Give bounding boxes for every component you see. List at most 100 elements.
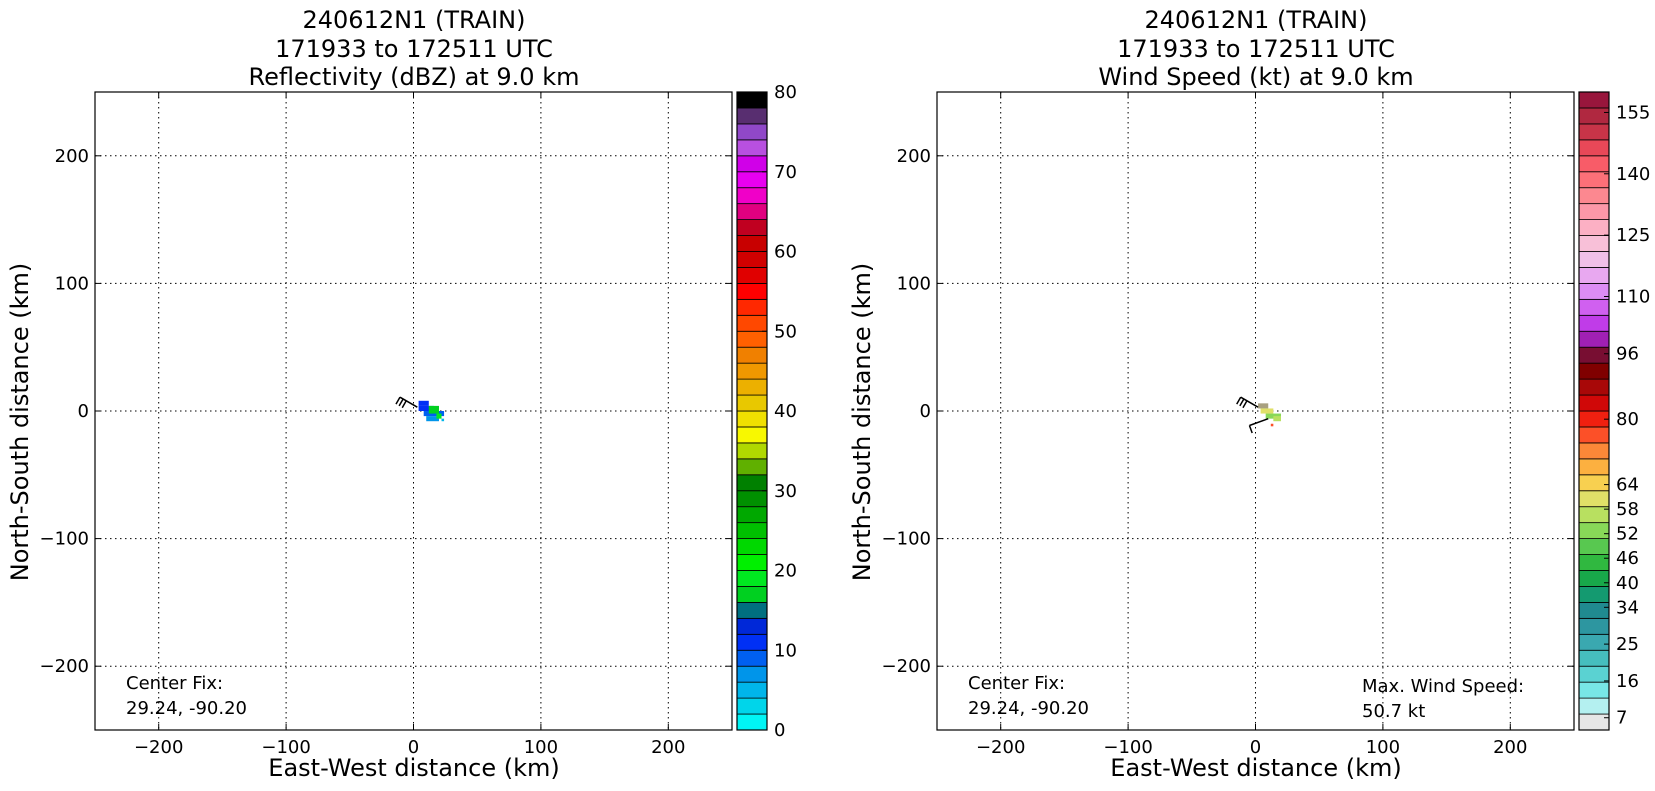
max-wind-speed-label: Max. Wind Speed: bbox=[1362, 676, 1524, 697]
colorbar-segment bbox=[736, 697, 768, 715]
colorbar-tick-label: 0 bbox=[774, 720, 785, 741]
colorbar-segment bbox=[1578, 713, 1610, 731]
colorbar-segment bbox=[736, 490, 768, 508]
y-tick-label: −100 bbox=[40, 529, 89, 550]
colorbar-segment bbox=[1578, 442, 1610, 460]
colorbar-segment bbox=[1578, 219, 1610, 236]
colorbar-segment bbox=[1578, 267, 1610, 284]
colorbar-segment bbox=[736, 139, 768, 157]
colorbar-tick-label: 58 bbox=[1616, 499, 1639, 520]
colorbar-tick-label: 96 bbox=[1616, 344, 1639, 365]
colorbar-segment bbox=[1578, 474, 1610, 492]
colorbar-segment bbox=[736, 570, 768, 587]
colorbar-segment bbox=[736, 633, 768, 651]
colorbar-segment bbox=[1578, 346, 1610, 364]
y-tick-label: 200 bbox=[897, 146, 931, 167]
colorbar-tick-label: 16 bbox=[1616, 671, 1639, 692]
colorbar-segment bbox=[1578, 538, 1610, 555]
colorbar-segment bbox=[736, 554, 768, 571]
x-tick-label: 200 bbox=[1493, 737, 1527, 758]
panel-title-line-3: Wind Speed (kt) at 9.0 km bbox=[1098, 63, 1413, 91]
colorbar-segment bbox=[1578, 330, 1610, 348]
colorbar-segment bbox=[1578, 187, 1610, 205]
colorbar-segment bbox=[1578, 490, 1610, 508]
colorbar-segment bbox=[736, 602, 768, 619]
colorbar-segment bbox=[1578, 458, 1610, 476]
colorbar-tick-label: 80 bbox=[774, 82, 797, 103]
plot-area: −200 −100 0 100 200 −200 −100 0 100 200 bbox=[882, 91, 1575, 758]
colorbar-segment bbox=[736, 713, 768, 731]
wind-barb bbox=[1236, 396, 1259, 409]
colorbar-segment bbox=[736, 649, 768, 667]
data-cell bbox=[1258, 403, 1269, 409]
colorbar-segment bbox=[1578, 586, 1610, 603]
colorbar-segment bbox=[736, 458, 768, 476]
colorbar-segment bbox=[1578, 203, 1610, 220]
colorbar-segment bbox=[1578, 602, 1610, 619]
reflectivity-colorbar: 0 10 20 30 40 50 60 70 80 bbox=[736, 82, 797, 741]
colorbar-segment bbox=[1578, 570, 1610, 587]
y-tick-label: 100 bbox=[897, 273, 931, 294]
y-tick-label: −200 bbox=[40, 656, 89, 677]
colorbar-segment bbox=[736, 474, 768, 492]
y-axis-label: North-South distance (km) bbox=[6, 263, 34, 582]
colorbar-segment bbox=[736, 107, 768, 125]
colorbar-segment bbox=[1578, 155, 1610, 173]
colorbar-tick-label: 7 bbox=[1616, 708, 1627, 729]
colorbar-segment bbox=[1578, 378, 1610, 396]
panel-title-line-1: 240612N1 (TRAIN) bbox=[302, 6, 525, 34]
colorbar-segment bbox=[736, 298, 768, 316]
data-cell bbox=[418, 405, 434, 411]
data-cell bbox=[436, 413, 442, 419]
colorbar-segment bbox=[736, 410, 768, 428]
data-cell bbox=[1260, 408, 1274, 414]
colorbar-tick-label: 30 bbox=[774, 481, 797, 502]
colorbar-segment bbox=[736, 378, 768, 396]
colorbar-tick-label: 25 bbox=[1616, 634, 1639, 655]
colorbar-tick-label: 140 bbox=[1616, 164, 1650, 185]
colorbar-tick-label: 80 bbox=[1616, 409, 1639, 430]
wind-barb-feather bbox=[1242, 400, 1248, 409]
colorbar-segment bbox=[736, 187, 768, 205]
reflectivity-panel: 240612N1 (TRAIN) 171933 to 172511 UTC Re… bbox=[6, 6, 797, 782]
data-cell bbox=[1270, 423, 1274, 427]
colorbar-segment bbox=[736, 235, 768, 252]
colorbar-frame bbox=[1578, 91, 1610, 731]
colorbar-segment bbox=[1578, 107, 1610, 125]
colorbar-tick-label: 60 bbox=[774, 242, 797, 263]
colorbar-tick-label: 40 bbox=[1616, 573, 1639, 594]
data-cell bbox=[1265, 413, 1281, 419]
colorbar-segment bbox=[1578, 394, 1610, 412]
colorbar-segment bbox=[1578, 633, 1610, 651]
colorbar-segment bbox=[1578, 362, 1610, 380]
colorbar-segment bbox=[736, 617, 768, 635]
colorbar-segment bbox=[736, 282, 768, 300]
wind-barb-feather bbox=[398, 398, 404, 407]
wind-barb-feather bbox=[401, 400, 407, 409]
colorbar-segment bbox=[736, 362, 768, 380]
colorbar-segment bbox=[1578, 123, 1610, 141]
colorbar-tick-label: 50 bbox=[774, 321, 797, 342]
panel-title-line-1: 240612N1 (TRAIN) bbox=[1144, 6, 1367, 34]
y-tick-label: 200 bbox=[55, 146, 89, 167]
colorbar-segment bbox=[736, 251, 768, 268]
data-cell bbox=[1273, 416, 1281, 422]
wind-barb bbox=[395, 396, 418, 409]
colorbar-tick-label: 34 bbox=[1616, 597, 1639, 618]
wind-barb-feather bbox=[1239, 398, 1245, 407]
y-tick-label: 0 bbox=[78, 401, 89, 422]
colorbar-segment bbox=[1578, 697, 1610, 715]
x-tick-label: −200 bbox=[134, 737, 183, 758]
colorbar-segment bbox=[736, 346, 768, 364]
colorbar-segment bbox=[1578, 522, 1610, 540]
y-tick-label: −200 bbox=[882, 656, 931, 677]
x-tick-label: 0 bbox=[1250, 737, 1261, 758]
colorbar-segment bbox=[1578, 235, 1610, 252]
x-tick-label: 100 bbox=[524, 737, 558, 758]
colorbar-segment bbox=[1578, 426, 1610, 444]
colorbar-tick-label: 64 bbox=[1616, 475, 1639, 496]
colorbar-tick-label: 46 bbox=[1616, 548, 1639, 569]
wind-barb-feather bbox=[1248, 425, 1253, 434]
colorbar-segment bbox=[736, 426, 768, 444]
